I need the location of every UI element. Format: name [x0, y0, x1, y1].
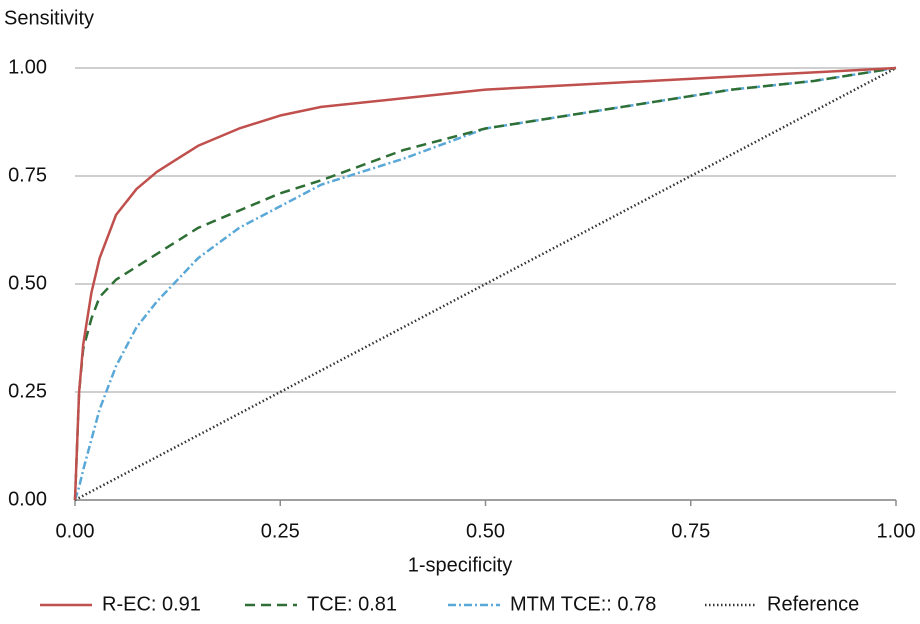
x-tick-label: 1.00 — [877, 520, 916, 542]
series-line — [74, 66, 897, 502]
legend-label: Reference — [767, 593, 859, 615]
x-tick-label: 0.75 — [671, 520, 710, 542]
legend-label: R-EC: 0.91 — [102, 593, 201, 615]
series-line — [73, 66, 897, 501]
x-tick-label: 0.50 — [466, 520, 505, 542]
legend-label: MTM TCE:: 0.78 — [510, 593, 656, 615]
legend-label: TCE: 0.81 — [307, 593, 397, 615]
y-tick-label: 0.00 — [8, 488, 47, 510]
x-tick-label: 0.25 — [261, 520, 300, 542]
y-tick-label: 0.75 — [8, 164, 47, 186]
x-axis-label: 1-specificity — [408, 554, 512, 576]
x-tick-label: 0.00 — [56, 520, 95, 542]
y-axis-label: Sensitivity — [4, 7, 94, 29]
y-tick-label: 1.00 — [8, 56, 47, 78]
series-line — [73, 66, 897, 501]
y-tick-label: 0.25 — [8, 380, 47, 402]
y-tick-label: 0.50 — [8, 272, 47, 294]
